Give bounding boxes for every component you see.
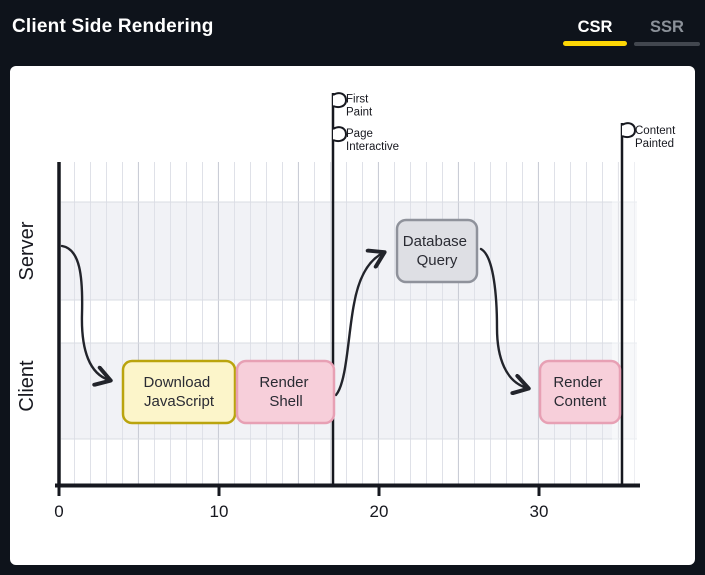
arrow-shell-to-database (334, 253, 383, 397)
milestone-label-content-painted: Content Painted (635, 125, 678, 150)
first-paint-flag-icon (332, 92, 347, 109)
page-interactive-flag-icon (332, 126, 347, 143)
x-axis-ticks (57, 487, 541, 496)
milestone-label-first-paint: First Paint (346, 94, 373, 119)
tab-csr-label: CSR (577, 18, 613, 36)
chart-card: First Paint Page Interactive Content Pai… (10, 66, 695, 565)
tab-ssr-label: SSR (650, 18, 684, 36)
task-render-shell-label: Render Shell (259, 374, 312, 410)
milestone-label-page-interactive: Page Interactive (346, 128, 399, 153)
x-tick-0: 0 (54, 502, 63, 521)
grid-major (59, 162, 640, 485)
x-tick-10: 10 (210, 502, 229, 521)
task-download-javascript-label: Download JavaScript (144, 374, 215, 410)
arrow-database-to-content (479, 247, 527, 388)
task-render-shell-box (235, 359, 336, 425)
task-render-content-label: Render Content (553, 374, 607, 410)
task-database-query-label: Database Query (403, 233, 471, 269)
tab-csr[interactable]: CSR (563, 15, 627, 46)
lane-label-client: Client (16, 360, 38, 412)
tab-ssr-underline (634, 42, 700, 46)
task-database-query-box (395, 218, 479, 284)
task-download-javascript: Download JavaScript (121, 359, 237, 425)
x-tick-30: 30 (530, 502, 549, 521)
task-download-javascript-box (121, 359, 237, 425)
timeline-chart: First Paint Page Interactive Content Pai… (16, 92, 678, 521)
task-render-content-box (538, 359, 622, 425)
future-fade-overlay (612, 162, 637, 485)
content-painted-flag-icon (621, 122, 636, 139)
task-render-shell: Render Shell (235, 359, 336, 425)
tab-ssr[interactable]: SSR (634, 15, 700, 46)
task-render-content: Render Content (538, 359, 622, 425)
tab-csr-active-underline (563, 41, 627, 46)
x-tick-20: 20 (370, 502, 389, 521)
page-title: Client Side Rendering (12, 16, 214, 37)
arrow-start-to-download (60, 244, 109, 380)
task-database-query: Database Query (395, 218, 479, 284)
lane-label-server: Server (16, 221, 38, 280)
